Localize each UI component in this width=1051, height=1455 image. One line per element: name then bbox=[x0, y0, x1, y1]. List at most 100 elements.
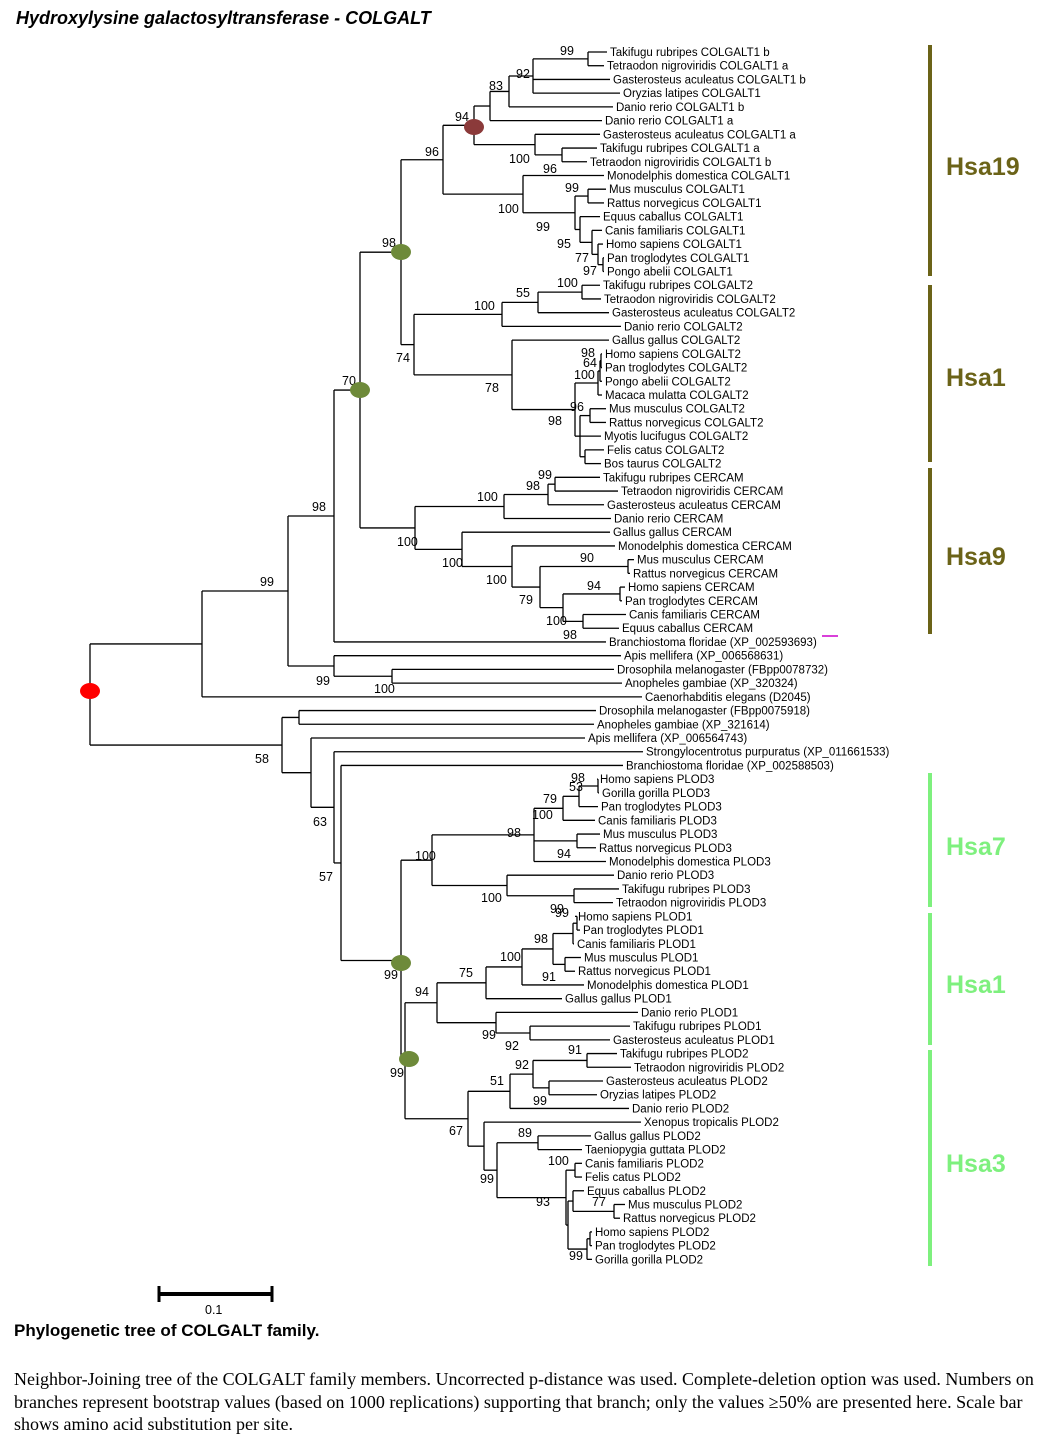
bootstrap-value: 100 bbox=[509, 152, 530, 166]
bootstrap-value: 100 bbox=[574, 368, 595, 382]
node-marker bbox=[350, 382, 370, 398]
bootstrap-value: 99 bbox=[536, 220, 550, 234]
bootstrap-value: 96 bbox=[570, 400, 584, 414]
leaf-label: Mus musculus PLOD3 bbox=[603, 829, 717, 841]
leaf-label: Canis familiaris PLOD2 bbox=[585, 1158, 704, 1170]
bootstrap-value: 99 bbox=[550, 902, 564, 916]
leaf-label: Equus caballus COLGALT1 bbox=[603, 212, 743, 224]
leaf-label: Takifugu rubripes COLGALT1 b bbox=[610, 47, 770, 59]
bootstrap-value: 57 bbox=[319, 870, 333, 884]
leaf-label: Gasterosteus aculeatus COLGALT2 bbox=[612, 308, 795, 320]
bootstrap-value: 99 bbox=[260, 575, 274, 589]
bootstrap-value: 94 bbox=[455, 110, 469, 124]
bootstrap-value: 89 bbox=[518, 1126, 532, 1140]
bootstrap-value: 64 bbox=[583, 356, 597, 370]
leaf-label: Mus musculus COLGALT1 bbox=[609, 184, 745, 196]
leaf-label: Canis familiaris COLGALT1 bbox=[605, 225, 745, 237]
leaf-label: Danio rerio COLGALT1 a bbox=[605, 116, 734, 128]
bootstrap-value: 92 bbox=[515, 1058, 529, 1072]
leaf-label: Mus musculus PLOD2 bbox=[628, 1199, 742, 1211]
bootstrap-value: 92 bbox=[505, 1039, 519, 1053]
node-marker bbox=[391, 955, 411, 971]
clade-label: Hsa1 bbox=[946, 364, 1006, 392]
leaf-label: Pan troglodytes COLGALT2 bbox=[605, 363, 747, 375]
bootstrap-value: 100 bbox=[374, 682, 395, 696]
leaf-label: Danio rerio CERCAM bbox=[614, 513, 723, 525]
bootstrap-value: 100 bbox=[548, 1154, 569, 1168]
bootstrap-value: 99 bbox=[565, 181, 579, 195]
leaf-label: Takifugu rubripes COLGALT2 bbox=[603, 280, 753, 292]
clade-label: Hsa1 bbox=[946, 971, 1006, 999]
leaf-label: Rattus norvegicus COLGALT2 bbox=[609, 417, 763, 429]
bootstrap-value: 67 bbox=[449, 1124, 463, 1138]
bootstrap-value: 98 bbox=[563, 628, 577, 642]
bootstrap-value: 100 bbox=[557, 276, 578, 290]
leaf-label: Homo sapiens PLOD3 bbox=[600, 774, 714, 786]
bootstrap-value: 63 bbox=[313, 815, 327, 829]
bootstrap-value: 100 bbox=[498, 202, 519, 216]
leaf-label: Monodelphis domestica COLGALT1 bbox=[607, 170, 790, 182]
caption-title: Phylogenetic tree of COLGALT family. bbox=[14, 1321, 320, 1340]
leaf-label: Takifugu rubripes PLOD3 bbox=[622, 884, 750, 896]
bootstrap-value: 78 bbox=[485, 381, 499, 395]
leaf-label: Gorilla gorilla PLOD3 bbox=[602, 788, 710, 800]
bootstrap-value: 100 bbox=[477, 490, 498, 504]
leaf-label: Rattus norvegicus PLOD1 bbox=[578, 966, 711, 978]
leaf-label: Homo sapiens CERCAM bbox=[628, 582, 755, 594]
bootstrap-value: 98 bbox=[382, 236, 396, 250]
bootstrap-value: 93 bbox=[536, 1195, 550, 1209]
leaf-label: Pan troglodytes COLGALT1 bbox=[607, 253, 749, 265]
bootstrap-value: 77 bbox=[575, 251, 589, 265]
root-node-marker bbox=[80, 683, 100, 699]
leaf-label: Homo sapiens COLGALT1 bbox=[606, 239, 742, 251]
node-marker bbox=[399, 1051, 419, 1067]
leaf-label: Gasterosteus aculeatus PLOD1 bbox=[613, 1035, 775, 1047]
leaf-label: Rattus norvegicus PLOD3 bbox=[599, 843, 732, 855]
leaf-label: Danio rerio COLGALT1 b bbox=[616, 102, 744, 114]
bootstrap-value: 98 bbox=[581, 346, 595, 360]
leaf-label: Gallus gallus CERCAM bbox=[613, 527, 732, 539]
bootstrap-value: 100 bbox=[415, 849, 436, 863]
leaf-label: Takifugu rubripes PLOD2 bbox=[620, 1049, 748, 1061]
bootstrap-value: 98 bbox=[507, 826, 521, 840]
leaf-label: Pan troglodytes PLOD3 bbox=[601, 802, 722, 814]
bootstrap-value: 100 bbox=[474, 299, 495, 313]
leaf-label: Tetraodon nigroviridis PLOD3 bbox=[616, 898, 766, 910]
leaf-label: Tetraodon nigroviridis COLGALT2 bbox=[604, 294, 776, 306]
bootstrap-value: 99 bbox=[555, 906, 569, 920]
leaf-label: Anopheles gambiae (XP_320324) bbox=[625, 678, 798, 690]
clade-label: Hsa19 bbox=[946, 153, 1020, 181]
leaf-label: Tetraodon nigroviridis COLGALT1 b bbox=[590, 157, 771, 169]
scale-bar-label: 0.1 bbox=[205, 1303, 222, 1317]
leaf-label: Branchiostoma floridae (XP_002593693) bbox=[609, 637, 817, 649]
leaf-label: Gallus gallus PLOD2 bbox=[594, 1131, 701, 1143]
leaf-label: Monodelphis domestica PLOD1 bbox=[587, 980, 749, 992]
bootstrap-value: 70 bbox=[342, 374, 356, 388]
leaf-label: Apis mellifera (XP_006568631) bbox=[624, 651, 783, 663]
bootstrap-value: 96 bbox=[425, 145, 439, 159]
bootstrap-value: 51 bbox=[490, 1074, 504, 1088]
leaf-label: Bos taurus COLGALT2 bbox=[604, 459, 721, 471]
bootstrap-value: 98 bbox=[526, 479, 540, 493]
leaf-label: Danio rerio PLOD2 bbox=[632, 1103, 729, 1115]
bootstrap-value: 99 bbox=[384, 968, 398, 982]
leaf-label: Homo sapiens PLOD2 bbox=[595, 1227, 709, 1239]
bootstrap-value: 92 bbox=[516, 67, 530, 81]
bootstrap-value: 83 bbox=[489, 79, 503, 93]
leaf-label: Strongylocentrotus purpuratus (XP_011661… bbox=[646, 747, 890, 759]
leaf-label: Equus caballus CERCAM bbox=[622, 623, 753, 635]
leaf-label: Anopheles gambiae (XP_321614) bbox=[597, 719, 770, 731]
leaf-label: Tetraodon nigroviridis COLGALT1 a bbox=[607, 61, 789, 73]
leaf-label: Pan troglodytes CERCAM bbox=[625, 596, 758, 608]
duplication-node-marker bbox=[464, 119, 484, 135]
leaf-label: Mus musculus COLGALT2 bbox=[609, 404, 745, 416]
leaf-label: Takifugu rubripes PLOD1 bbox=[633, 1021, 761, 1033]
bootstrap-value: 100 bbox=[442, 556, 463, 570]
bootstrap-value: 90 bbox=[580, 551, 594, 565]
leaf-label: Takifugu rubripes COLGALT1 a bbox=[600, 143, 760, 155]
leaf-label: Taeniopygia guttata PLOD2 bbox=[585, 1145, 726, 1157]
bootstrap-value: 55 bbox=[516, 286, 530, 300]
bootstrap-value: 98 bbox=[548, 414, 562, 428]
leaf-label: Drosophila melanogaster (FBpp0078732) bbox=[617, 664, 828, 676]
bootstrap-value: 75 bbox=[459, 966, 473, 980]
